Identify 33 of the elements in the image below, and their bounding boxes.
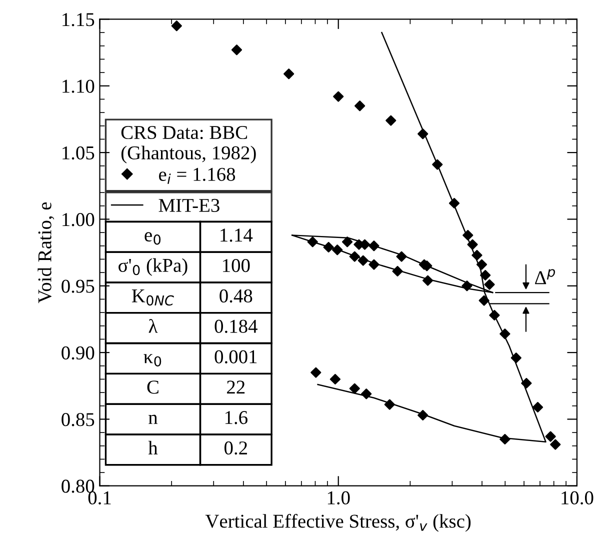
annotation: C (147, 380, 158, 394)
y-tick-label: 0.90 (62, 346, 94, 360)
y-axis-title: Void Ratio, e (38, 202, 54, 304)
x-axis-title: Vertical Effective Stress, σ'$_{v}$ (ksc) (205, 514, 471, 532)
annotation: 1.6 (225, 411, 248, 424)
y-tick-label: 0.80 (62, 480, 94, 493)
annotation: λ (148, 319, 158, 333)
x-tick-label: 10.0 (562, 491, 594, 504)
annotation: κ$_{0}$ (144, 354, 162, 366)
y-tick-label: 0.85 (62, 413, 94, 426)
legend-title: CRS Data: BBC (Ghantous, 1982) (121, 126, 256, 164)
annotation: n (148, 414, 158, 424)
annotation: 1.14 (220, 228, 253, 242)
y-tick-label: 1.15 (62, 13, 94, 26)
annotation: 0.184 (214, 320, 258, 334)
y-tick-label: 0.95 (62, 280, 94, 293)
annotation: Δ$^{p}$ (535, 269, 556, 284)
y-tick-label: 1.10 (62, 80, 94, 93)
legend-label: e$_{i}$ = 1.168 (158, 168, 236, 184)
annotation: K$_{0NC}$ (132, 289, 174, 306)
annotation: 0.2 (224, 441, 247, 455)
annotation: 0.001 (214, 350, 257, 364)
annotation: 0.48 (220, 289, 252, 303)
legend-label: MIT-E3 (158, 198, 220, 212)
y-tick-label: 1.00 (62, 213, 94, 226)
annotation: σ'$_{0}$ (kPa) (118, 258, 188, 276)
annotation: 100 (223, 258, 250, 272)
x-tick-label: 0.1 (88, 491, 111, 504)
annotation: 22 (227, 380, 245, 394)
annotation: e$_{0}$ (144, 232, 161, 245)
x-tick-label: 1.0 (328, 491, 350, 504)
y-tick-label: 1.05 (62, 146, 94, 160)
annotation: h (148, 440, 158, 454)
